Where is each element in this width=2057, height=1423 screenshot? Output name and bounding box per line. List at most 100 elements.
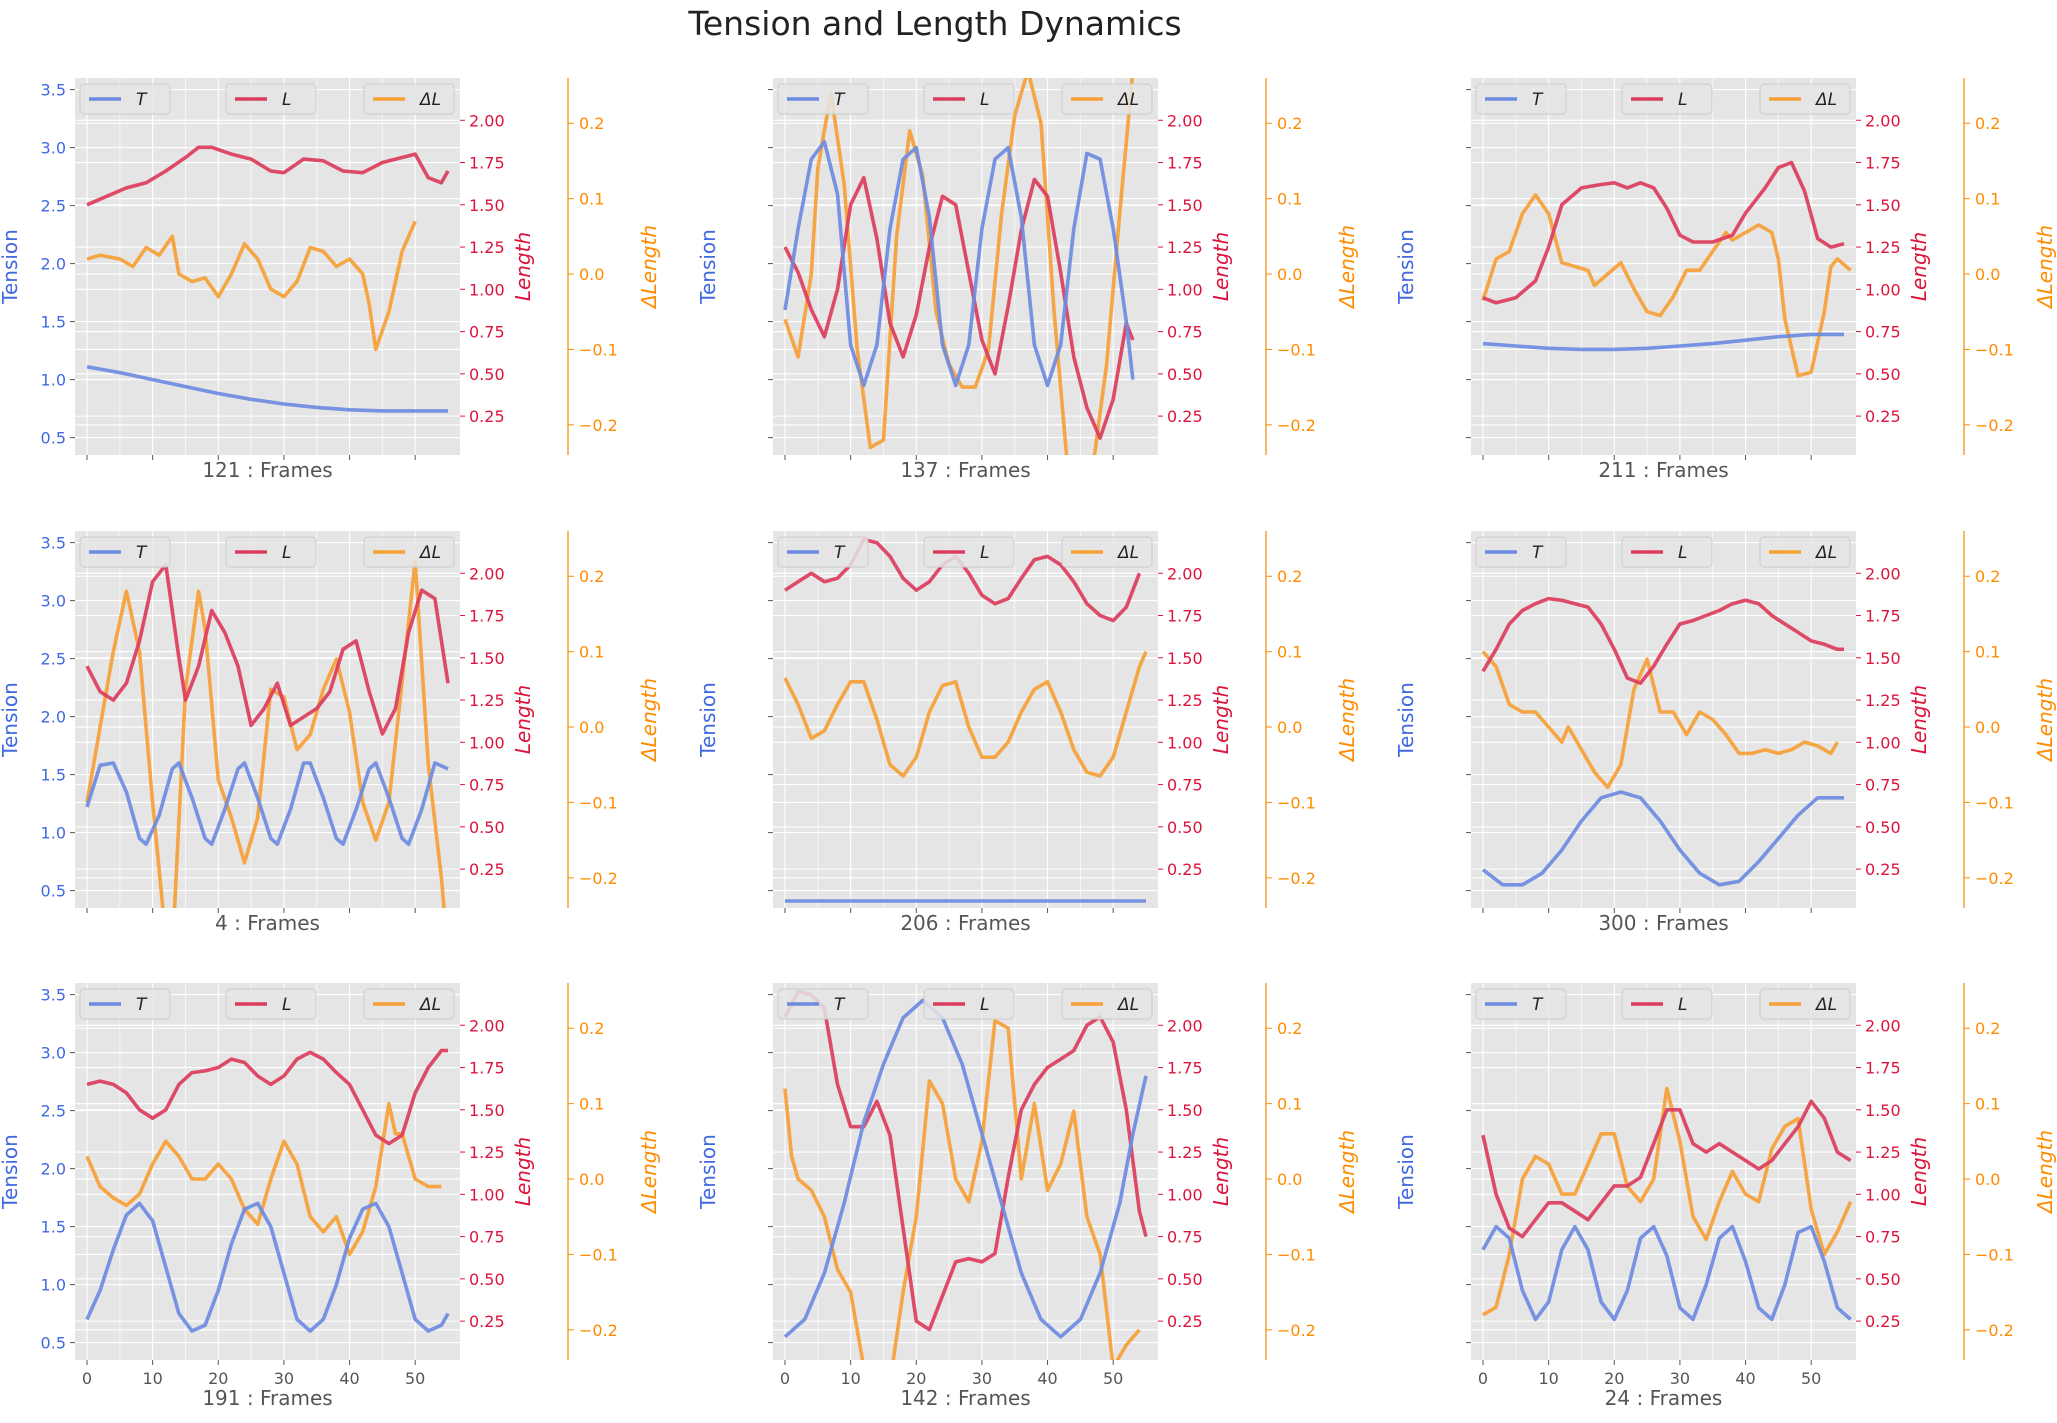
legend-T: T	[1475, 988, 1567, 1020]
dlength-tick-label: 0.0	[1277, 265, 1302, 284]
tension-series-line	[85, 1201, 450, 1333]
dlength-tick-label: 0.1	[579, 1095, 604, 1114]
legend-T: T	[777, 988, 869, 1020]
legend-box	[1061, 83, 1153, 115]
legend-box	[777, 83, 869, 115]
dlength-tick-label: −0.1	[579, 793, 618, 812]
length-tick-label: 1.25	[469, 238, 505, 257]
legend-label: T	[1532, 90, 1544, 110]
legend-box	[1621, 988, 1713, 1020]
tension-tick-label: 3.0	[41, 592, 66, 611]
dlength-series-line	[85, 559, 446, 908]
length-tick-label: 1.00	[1865, 1185, 1901, 1204]
legend-dL: ΔL	[1061, 536, 1153, 568]
legend-box	[225, 83, 317, 115]
dlength-tick-label: 0.1	[1277, 1095, 1302, 1114]
dlength-tick-label: 0.1	[1975, 190, 2000, 209]
length-series-line	[783, 989, 1148, 1332]
length-tick-label: 1.00	[469, 733, 505, 752]
series-lines	[783, 78, 1135, 455]
length-tick-label: 1.00	[1167, 733, 1203, 752]
x-tick-label: 10	[142, 1369, 162, 1388]
dlength-tick-label: 0.2	[1975, 567, 2000, 586]
x-tick-label: 30	[1670, 1369, 1690, 1388]
length-axis-label: Length	[1209, 232, 1233, 301]
length-tick-label: 2.00	[469, 111, 505, 130]
length-tick-label: 0.50	[469, 1270, 505, 1289]
length-tick-label: 1.75	[1865, 154, 1901, 173]
plot-area	[1471, 78, 1856, 455]
legend-box	[1759, 988, 1851, 1020]
legend-label: T	[136, 90, 148, 110]
tension-tick-label: 1.0	[41, 824, 66, 843]
length-tick-label: 1.50	[1167, 1101, 1203, 1120]
legend-box	[363, 988, 455, 1020]
legend-box	[923, 83, 1015, 115]
dlength-axis-label: ΔLength	[637, 225, 661, 310]
subplot-3: Tension 0.25 0.50 0.75 1.00 1.25 1.50 1.75 2.00 L…	[1394, 78, 2057, 482]
length-tick-label: 2.00	[1865, 564, 1901, 583]
x-axis-label: 142 : Frames	[900, 1386, 1030, 1410]
x-tick-label: 40	[339, 1369, 359, 1388]
x-tick-label: 10	[1538, 1369, 1558, 1388]
length-tick-label: 1.00	[469, 1185, 505, 1204]
legend-label: T	[834, 543, 846, 563]
legend-L: L	[225, 536, 317, 568]
dlength-tick-label: 0.0	[1975, 1170, 2000, 1189]
figure-title: Tension and Length Dynamics	[687, 4, 1181, 43]
length-tick-label: 2.00	[469, 564, 505, 583]
dlength-tick-label: −0.1	[1975, 340, 2014, 359]
length-axis-label: Length	[1907, 1137, 1931, 1206]
length-axis-label: Length	[1907, 232, 1931, 301]
length-tick-label: 0.25	[1167, 1312, 1203, 1331]
tension-axis-label: Tension	[0, 229, 22, 305]
legend-label: L	[980, 543, 989, 563]
legend-T: T	[79, 83, 171, 115]
length-tick-label: 0.50	[1167, 818, 1203, 837]
tension-tick-label: 1.0	[41, 1276, 66, 1295]
tension-axis-label: Tension	[1394, 1134, 1418, 1210]
length-series-line	[86, 1048, 448, 1146]
legend-dL: ΔL	[363, 988, 455, 1020]
dlength-tick-label: 0.2	[1975, 114, 2000, 133]
legend-box	[923, 536, 1015, 568]
plot-area	[1471, 983, 1856, 1360]
dlength-tick-label: −0.1	[579, 340, 618, 359]
dlength-tick-label: −0.1	[1277, 793, 1316, 812]
legend-label: L	[1678, 543, 1687, 563]
subplot-8: Tension 0.25 0.50 0.75 1.00 1.25 1.50 1.75 2.00 L…	[696, 983, 1359, 1410]
length-tick-label: 1.50	[1865, 196, 1901, 215]
legend-label: ΔL	[1814, 995, 1837, 1015]
dlength-tick-label: −0.1	[1277, 1245, 1316, 1264]
tension-tick-label: 2.0	[41, 255, 66, 274]
dlength-tick-label: −0.2	[579, 1321, 618, 1340]
dlength-axis-label: ΔLength	[1335, 225, 1359, 310]
dlength-tick-label: 0.2	[1277, 114, 1302, 133]
tension-tick-label: 0.5	[41, 429, 66, 448]
tension-axis-label: Tension	[696, 682, 720, 758]
legend-box	[777, 988, 869, 1020]
legend-box	[79, 536, 171, 568]
length-tick-label: 1.00	[1167, 280, 1203, 299]
tension-tick-label: 0.5	[41, 1334, 66, 1353]
length-tick-label: 0.50	[469, 818, 505, 837]
length-tick-label: 0.75	[1167, 323, 1203, 342]
legend-T: T	[1475, 83, 1567, 115]
length-axis-label: Length	[511, 1137, 535, 1206]
legend-L: L	[923, 988, 1015, 1020]
dlength-tick-label: −0.2	[1975, 1321, 2014, 1340]
tension-tick-label: 3.5	[41, 986, 66, 1005]
tension-axis-label: Tension	[0, 682, 22, 758]
legend-L: L	[1621, 83, 1713, 115]
dlength-tick-label: 0.0	[1975, 265, 2000, 284]
length-tick-label: 1.25	[1167, 691, 1203, 710]
dlength-tick-label: −0.1	[1975, 1245, 2014, 1264]
length-tick-label: 0.75	[1865, 776, 1901, 795]
legend-dL: ΔL	[1061, 83, 1153, 115]
legend-box	[1621, 536, 1713, 568]
length-tick-label: 1.50	[1167, 649, 1203, 668]
dlength-tick-label: −0.2	[1277, 1321, 1316, 1340]
legend-box	[1061, 988, 1153, 1020]
legend-label: T	[136, 995, 148, 1015]
legend-box	[1475, 536, 1567, 568]
